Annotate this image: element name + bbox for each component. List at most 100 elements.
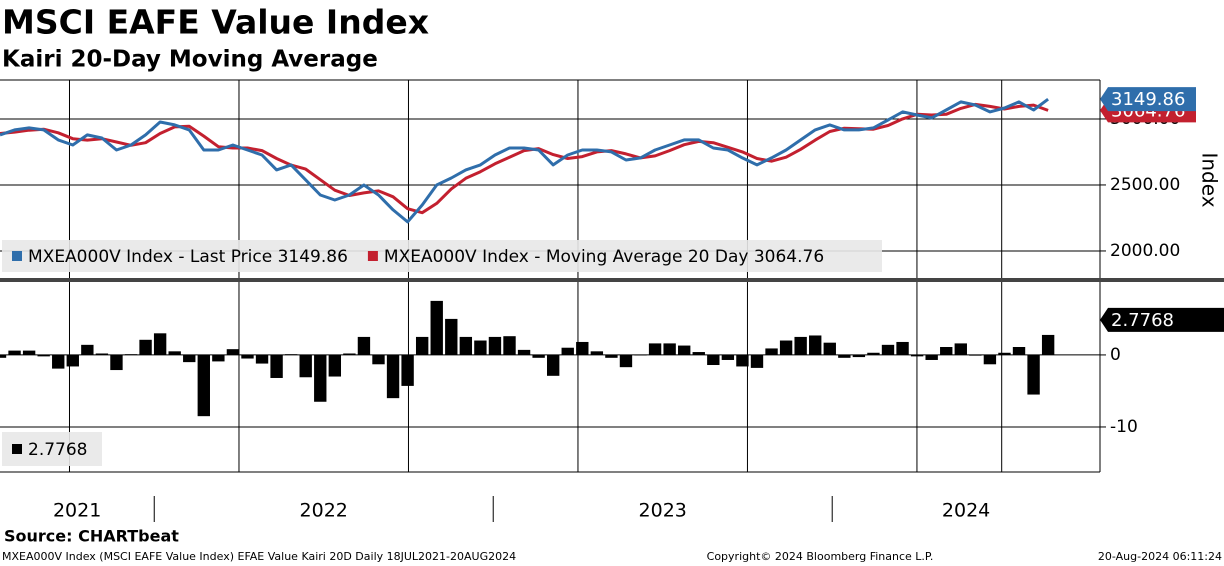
bar <box>343 353 356 355</box>
legend-swatch <box>367 251 378 261</box>
bar <box>445 318 458 355</box>
bar <box>954 343 967 355</box>
bar <box>707 354 720 366</box>
bar <box>124 354 138 355</box>
bar <box>678 345 691 355</box>
bar <box>648 343 662 355</box>
bar <box>852 354 866 358</box>
bar <box>838 354 851 358</box>
bar <box>721 354 735 360</box>
bar <box>750 354 764 368</box>
bar <box>386 354 400 399</box>
bar <box>488 336 502 355</box>
panel-divider <box>0 278 1224 282</box>
bar <box>270 354 283 378</box>
y-tick-label: 2000.00 <box>1110 241 1180 261</box>
line-series <box>0 97 1049 224</box>
legend-box <box>2 240 882 272</box>
bar <box>532 354 545 358</box>
bar <box>881 344 895 355</box>
bar <box>212 354 225 362</box>
value-tag-label: 2.7768 <box>1111 310 1174 331</box>
bar <box>474 340 487 355</box>
y-axis-label: Index <box>1198 152 1222 207</box>
bar <box>110 354 123 371</box>
bar <box>255 354 269 364</box>
bar <box>605 354 618 358</box>
bar <box>95 353 109 355</box>
bar <box>52 354 65 369</box>
bar <box>1012 347 1026 355</box>
bar <box>328 354 342 377</box>
chart-title: MSCI EAFE Value Index <box>2 3 429 42</box>
bar <box>372 354 385 365</box>
legend-swatch <box>12 444 22 454</box>
bar <box>867 352 880 355</box>
y-tick-label: 2500.00 <box>1110 175 1180 195</box>
bar <box>430 300 443 355</box>
bar <box>998 352 1011 355</box>
x-tick-label: 2022 <box>300 500 348 522</box>
y-tick-label: -10 <box>1110 417 1138 437</box>
bar <box>1027 354 1040 395</box>
line-series <box>0 102 1049 215</box>
value-tag <box>1100 307 1224 332</box>
bar <box>299 354 312 378</box>
legend-swatch <box>12 251 22 261</box>
x-tick-label: 2023 <box>639 500 687 522</box>
source: Source: CHARTbeat <box>4 527 179 546</box>
copyright: Copyright© 2024 Bloomberg Finance L.P. <box>707 550 934 563</box>
bar <box>1041 334 1055 355</box>
bar <box>314 354 327 402</box>
bar <box>226 349 240 355</box>
bar <box>284 354 298 355</box>
bar <box>823 342 836 355</box>
bar <box>459 336 473 355</box>
bar <box>546 354 560 376</box>
bar <box>779 340 793 355</box>
bar <box>183 354 196 363</box>
value-tag <box>1100 87 1196 112</box>
bar <box>503 336 516 355</box>
bar <box>619 354 633 368</box>
bar <box>22 350 36 355</box>
value-tag-label: 3149.86 <box>1111 89 1185 110</box>
x-tick-label: 2024 <box>942 500 990 522</box>
bar <box>794 336 807 355</box>
y-tick-label: 0 <box>1110 345 1121 365</box>
footer-description: MXEA000V Index (MSCI EAFE Value Index) E… <box>2 550 516 563</box>
bar <box>940 347 953 355</box>
legend-label: MXEA000V Index - Last Price 3149.86 <box>28 247 348 267</box>
bar <box>241 354 254 359</box>
bar <box>983 354 997 365</box>
bar <box>197 354 210 417</box>
bar <box>153 333 167 355</box>
bar <box>590 351 604 355</box>
bar <box>896 341 909 355</box>
bar <box>561 347 574 355</box>
bar <box>969 354 982 356</box>
bar <box>765 348 778 355</box>
bar <box>66 354 79 367</box>
bar <box>663 343 676 355</box>
bar <box>0 354 7 358</box>
bar <box>139 339 152 355</box>
bar <box>357 336 371 355</box>
bar <box>736 354 749 367</box>
bar <box>910 354 924 357</box>
legend-label: MXEA000V Index - Moving Average 20 Day 3… <box>384 247 824 267</box>
timestamp: 20-Aug-2024 06:11:24 <box>1098 550 1222 563</box>
bar <box>634 354 647 356</box>
legend-label: 2.7768 <box>28 440 87 460</box>
bar <box>8 350 21 355</box>
bar <box>576 341 589 355</box>
bar <box>925 354 938 360</box>
bar <box>809 335 822 355</box>
bar <box>37 354 50 357</box>
bar <box>168 351 181 355</box>
bar <box>81 344 94 355</box>
bar <box>415 336 429 355</box>
chart-subtitle: Kairi 20-Day Moving Average <box>2 47 378 73</box>
bar <box>692 352 705 355</box>
